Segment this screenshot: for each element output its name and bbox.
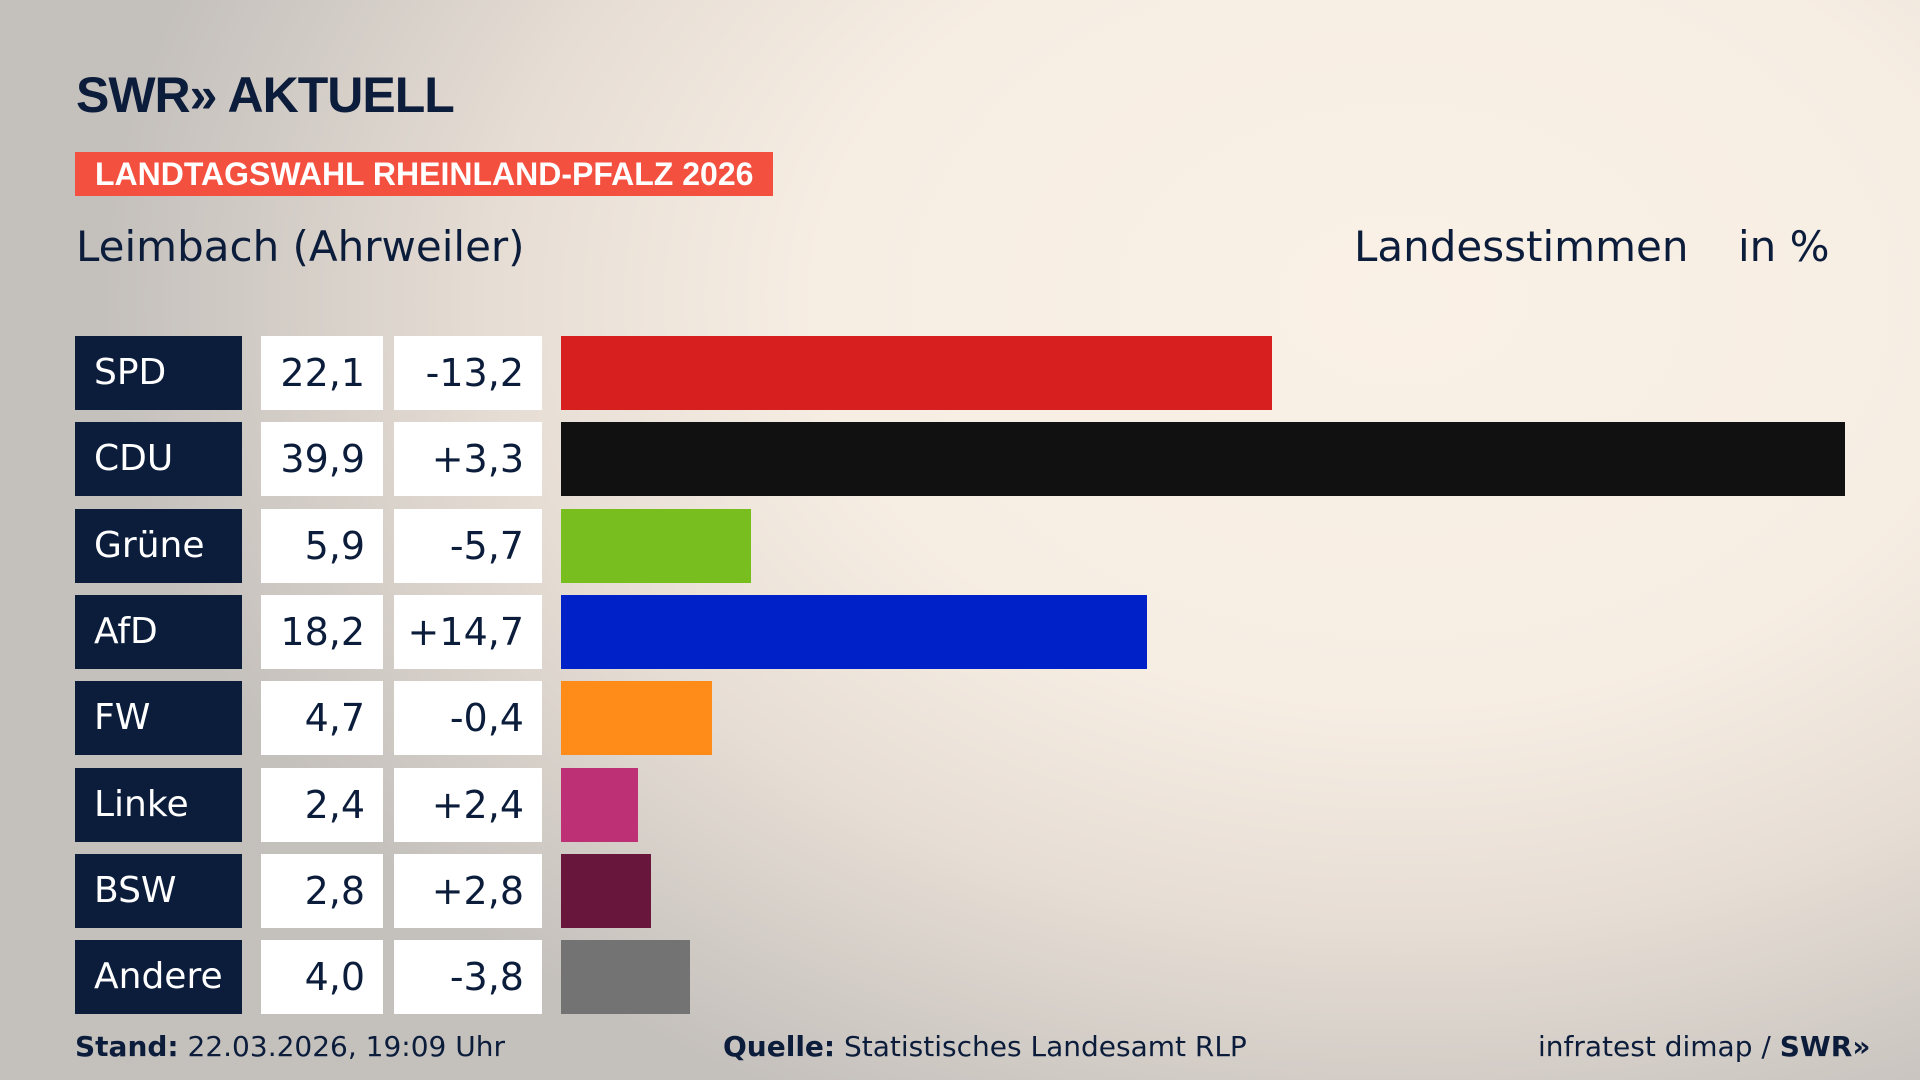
vote-change: -0,4 [394,681,542,756]
bar-afd [561,594,1147,669]
party-label: SPD [75,336,242,410]
vote-change: -3,8 [394,940,542,1015]
vote-share: 5,9 [261,508,383,583]
credit-text: infratest dimap / [1538,1030,1780,1063]
vote-change: -13,2 [394,336,542,410]
bar-spd [561,336,1273,410]
vote-share: 39,9 [261,422,383,497]
stand-label: Stand: [75,1030,179,1063]
bar-cdu [561,422,1845,497]
election-banner: LANDTAGSWAHL RHEINLAND-PFALZ 2026 [75,152,774,196]
vote-share: 18,2 [261,594,383,669]
party-label: FW [75,681,242,756]
party-label: AfD [75,594,242,669]
vote-change: +14,7 [394,594,542,669]
vote-share: 4,0 [261,940,383,1015]
source-label: Quelle: [723,1030,836,1063]
vote-change: +2,8 [394,853,542,928]
party-label: BSW [75,853,242,928]
timestamp: Stand: 22.03.2026, 19:09 Uhr [75,1030,505,1063]
vote-share: 2,8 [261,853,383,928]
stand-value: 22.03.2026, 19:09 Uhr [187,1030,505,1063]
vote-share: 2,4 [261,767,383,842]
source: Quelle: Statistisches Landesamt RLP [723,1030,1247,1063]
bar-fw [561,681,713,756]
bar-grüne [561,508,751,583]
party-label: CDU [75,422,242,497]
swr-aktuell-logo: SWR» AKTUELL [76,67,455,123]
vote-share: 22,1 [261,336,383,410]
party-label: Grüne [75,508,242,583]
bar-bsw [561,853,652,928]
party-label: Andere [75,940,242,1015]
source-value: Statistisches Landesamt RLP [844,1030,1247,1063]
unit-label: in % [1738,222,1830,271]
bar-linke [561,767,639,842]
vote-type-label: Landesstimmen [1354,222,1689,271]
party-label: Linke [75,767,242,842]
credit: infratest dimap / SWR» [1538,1030,1870,1063]
vote-change: -5,7 [394,508,542,583]
location-title: Leimbach (Ahrweiler) [76,222,525,271]
vote-share: 4,7 [261,681,383,756]
vote-change: +2,4 [394,767,542,842]
swr-logo: SWR» [1779,1030,1871,1063]
bar-andere [561,940,690,1015]
vote-change: +3,3 [394,422,542,497]
